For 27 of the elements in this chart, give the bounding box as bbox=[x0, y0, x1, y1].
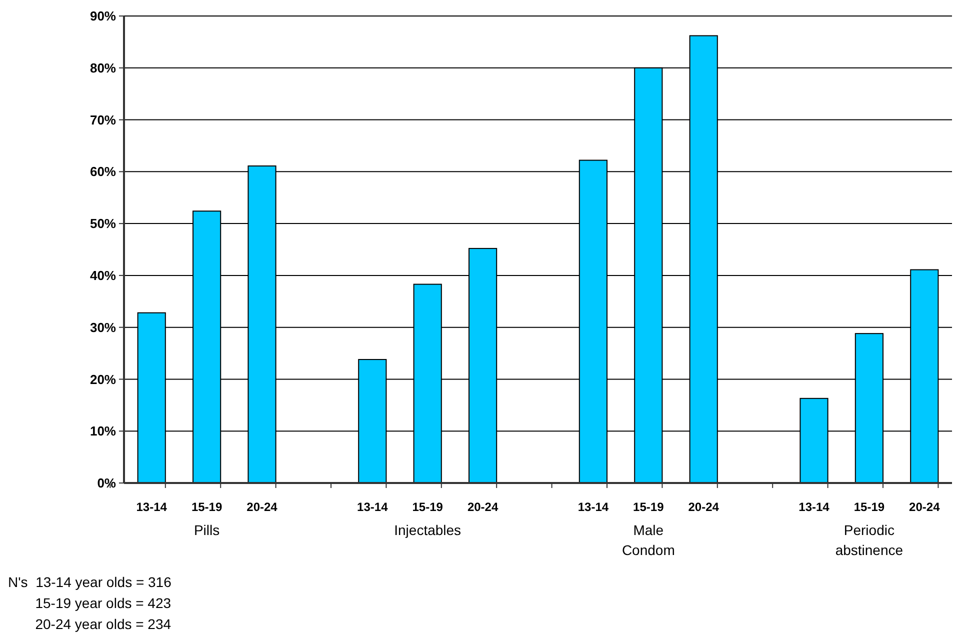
x-tick-label: 13-14 bbox=[357, 500, 388, 514]
y-tick-label: 0% bbox=[97, 476, 116, 491]
x-tick-label: 15-19 bbox=[854, 500, 885, 514]
x-tick-label: 20-24 bbox=[246, 500, 278, 514]
text: Male Condom bbox=[622, 522, 675, 558]
text: Pills bbox=[194, 522, 220, 538]
y-tick-label: 10% bbox=[90, 424, 116, 439]
x-tick-label: 15-19 bbox=[191, 500, 222, 514]
y-tick-label: 80% bbox=[90, 60, 116, 76]
y-tick-label: 40% bbox=[90, 268, 116, 283]
x-tick-label: 15-19 bbox=[633, 500, 664, 514]
text: N's 13-14 year olds = 316 15-19 year olds = 423 20-24 year olds = 234 bbox=[8, 574, 172, 632]
text: Injectables bbox=[394, 522, 462, 538]
y-tick-label: 30% bbox=[90, 320, 116, 335]
y-tick-label: 20% bbox=[90, 372, 116, 387]
x-tick-label: 20-24 bbox=[909, 500, 940, 514]
y-tick-label: 70% bbox=[90, 112, 116, 128]
y-tick-label: 50% bbox=[90, 216, 116, 232]
y-tick-label: 90% bbox=[90, 8, 116, 24]
x-tick-label: 13-14 bbox=[136, 500, 168, 514]
x-tick-label: 15-19 bbox=[412, 500, 444, 514]
x-tick-label: 13-14 bbox=[578, 500, 609, 514]
y-tick-label: 60% bbox=[90, 164, 116, 180]
text: Periodic abstinence bbox=[835, 522, 904, 558]
x-tick-label: 20-24 bbox=[688, 500, 720, 514]
x-tick-label: 13-14 bbox=[798, 500, 830, 514]
x-tick-label: 20-24 bbox=[467, 500, 498, 514]
